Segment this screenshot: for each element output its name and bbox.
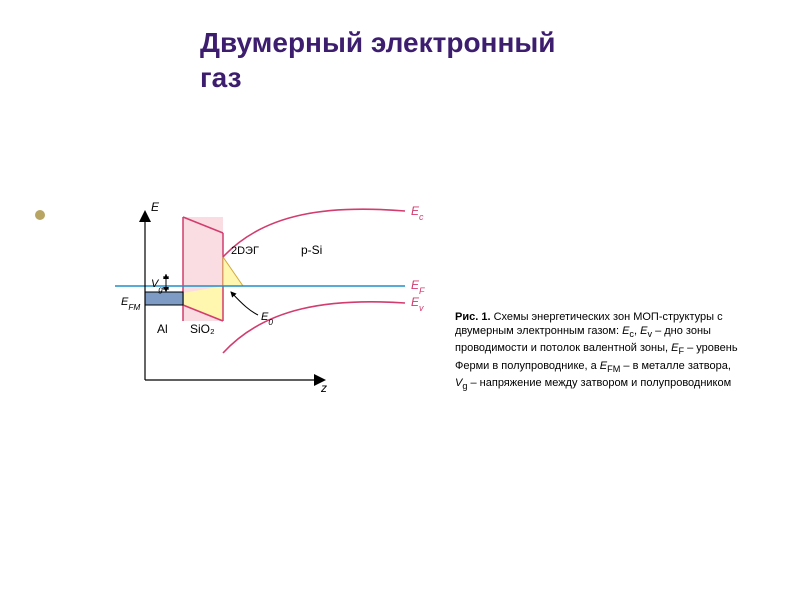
- energy-band-diagram: Ez Al EFM SiO₂ 2DЭГ Vg EF Ec Ev E0 p-Si: [115, 185, 435, 425]
- svg-text:E0: E0: [261, 311, 273, 327]
- svg-text:SiO₂: SiO₂: [190, 322, 215, 336]
- figure-caption: Рис. 1. Схемы энергетических зон МОП-стр…: [455, 310, 745, 393]
- svg-text:EF: EF: [411, 278, 425, 296]
- svg-text:p-Si: p-Si: [301, 243, 322, 257]
- svg-text:Ev: Ev: [411, 295, 424, 313]
- svg-text:2DЭГ: 2DЭГ: [231, 245, 259, 257]
- svg-text:EFM: EFM: [121, 296, 140, 312]
- bullet-icon: [35, 210, 45, 220]
- svg-text:z: z: [320, 381, 327, 395]
- svg-text:Vg: Vg: [151, 278, 163, 294]
- svg-text:Al: Al: [157, 322, 168, 336]
- page-title: Двумерный электронный газ: [200, 25, 600, 95]
- svg-text:E: E: [151, 200, 160, 214]
- svg-text:Ec: Ec: [411, 204, 424, 222]
